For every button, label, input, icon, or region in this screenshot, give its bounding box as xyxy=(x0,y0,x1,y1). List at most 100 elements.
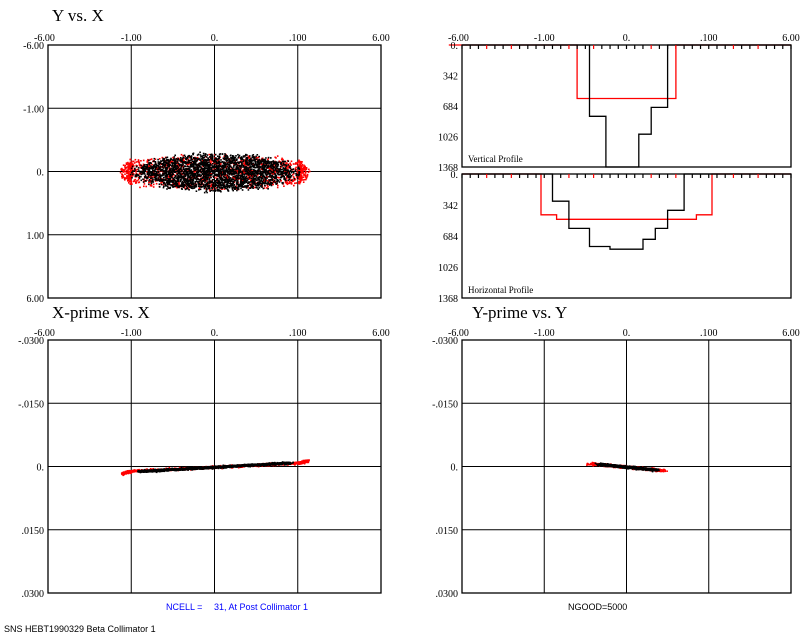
yx-point xyxy=(297,162,299,164)
yx-point xyxy=(190,184,192,187)
yx-point xyxy=(164,176,167,178)
yx-point xyxy=(244,164,246,167)
yx-point xyxy=(190,178,192,181)
yx-point xyxy=(157,161,160,163)
yx-point xyxy=(270,170,273,173)
yx-point xyxy=(202,158,204,160)
yx-point xyxy=(174,181,177,184)
yx-point xyxy=(175,167,177,169)
yx-point xyxy=(210,185,212,188)
yx-point xyxy=(135,170,137,173)
yx-point xyxy=(279,162,282,164)
yx-point xyxy=(206,184,209,186)
yx-point xyxy=(287,165,289,168)
xpx-point xyxy=(132,469,135,472)
yx-x-tick-label: 0. xyxy=(211,33,219,44)
yx-point xyxy=(301,168,304,170)
yx-point xyxy=(285,182,288,185)
yx-point xyxy=(300,173,302,176)
yx-point xyxy=(211,157,214,160)
yx-point xyxy=(298,171,300,173)
yx-point xyxy=(149,184,152,187)
yx-point xyxy=(217,169,220,171)
yx-point xyxy=(251,162,254,165)
yx-point xyxy=(180,160,182,162)
yx-point xyxy=(202,154,205,157)
yx-point xyxy=(212,165,215,168)
yx-point xyxy=(269,183,272,186)
yx-point xyxy=(240,185,243,187)
yx-point xyxy=(237,156,240,159)
yx-point xyxy=(193,157,195,159)
yx-point xyxy=(203,191,206,194)
yx-point xyxy=(172,185,174,188)
yx-point xyxy=(131,183,133,185)
yx-point xyxy=(134,174,137,176)
yx-point xyxy=(290,182,293,184)
yx-point xyxy=(238,155,240,158)
yx-point xyxy=(265,178,267,181)
yx-point xyxy=(236,180,238,183)
yx-point xyxy=(251,172,254,174)
yx-point xyxy=(224,179,227,181)
yx-point xyxy=(262,182,264,185)
yx-point xyxy=(188,172,191,175)
yx-point xyxy=(295,172,297,175)
yx-point xyxy=(164,172,166,174)
yx-point xyxy=(206,178,209,181)
yx-point xyxy=(232,178,235,181)
yx-point xyxy=(229,159,231,162)
yx-point xyxy=(128,167,131,169)
yx-point xyxy=(233,156,235,159)
yx-point xyxy=(178,163,181,166)
yx-point xyxy=(272,166,275,169)
yx-point xyxy=(174,165,176,168)
yx-point xyxy=(245,158,247,160)
yx-point xyxy=(182,175,185,177)
yx-point xyxy=(224,184,226,187)
yx-point xyxy=(225,159,227,162)
yx-point xyxy=(146,168,148,170)
yx-point xyxy=(292,176,295,178)
yx-point xyxy=(257,168,260,170)
yx-point xyxy=(143,183,146,185)
yx-point xyxy=(206,185,208,188)
yx-point xyxy=(158,176,160,179)
yx-point xyxy=(271,168,273,171)
yx-point xyxy=(226,176,229,179)
yx-point xyxy=(184,155,187,158)
yx-point xyxy=(192,182,195,184)
yx-point xyxy=(283,165,285,167)
yx-point xyxy=(193,169,196,171)
yx-point xyxy=(222,164,225,167)
yx-point xyxy=(237,175,240,177)
yx-point xyxy=(189,155,192,158)
yx-point xyxy=(158,168,161,170)
yx-point xyxy=(206,191,208,194)
yx-point xyxy=(282,170,285,172)
yx-point xyxy=(273,171,275,174)
yx-point xyxy=(285,177,288,180)
yx-point xyxy=(298,182,301,185)
xpx-point xyxy=(129,470,132,472)
yx-point xyxy=(222,157,225,159)
yx-point xyxy=(177,182,180,184)
yx-point xyxy=(231,188,234,191)
yx-point xyxy=(254,184,257,186)
yx-point xyxy=(190,183,193,186)
yx-point xyxy=(292,168,295,170)
yx-point xyxy=(229,154,232,157)
yx-point xyxy=(215,173,217,176)
yx-point xyxy=(200,171,203,174)
yx-point xyxy=(235,168,238,170)
yx-point xyxy=(232,169,235,172)
yx-point xyxy=(297,166,300,169)
yx-point xyxy=(233,166,235,168)
yx-point xyxy=(191,185,194,187)
yx-point xyxy=(276,155,279,157)
yx-point xyxy=(259,172,262,174)
yx-point xyxy=(177,164,179,166)
yx-point xyxy=(208,188,211,191)
yx-point xyxy=(164,183,166,185)
yx-point xyxy=(127,165,129,167)
